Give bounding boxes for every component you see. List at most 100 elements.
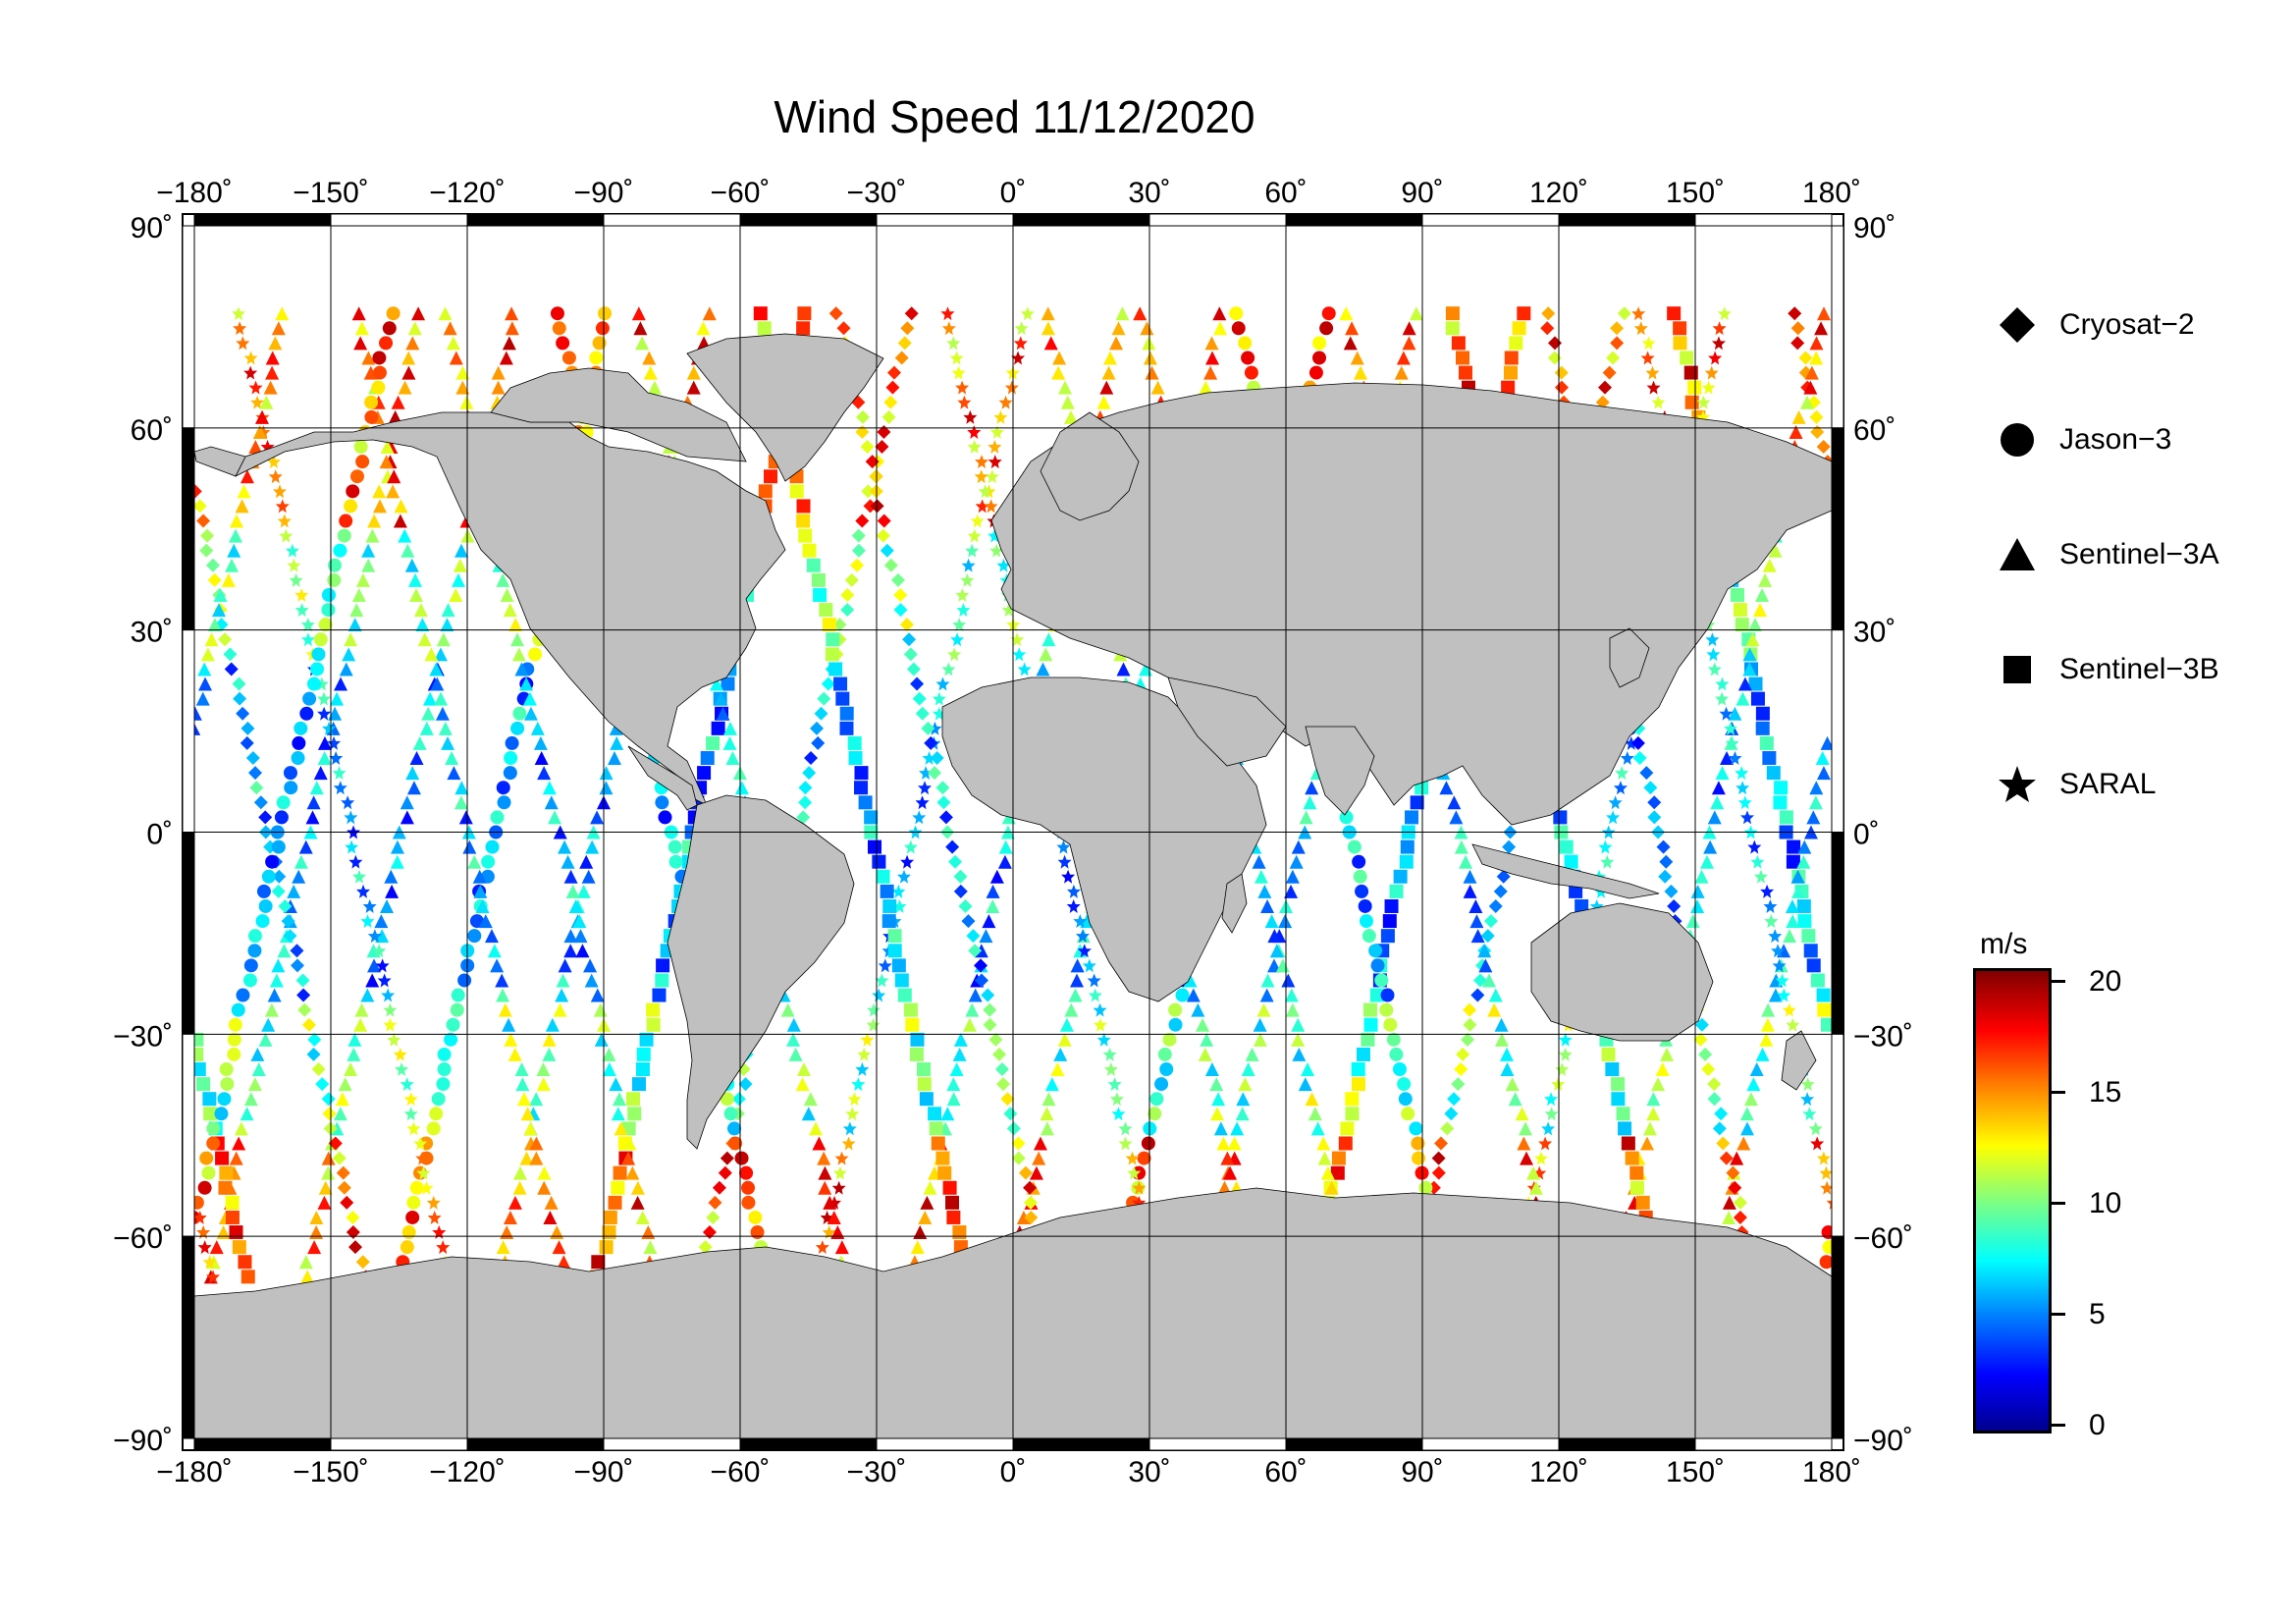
track-point [1340,1121,1355,1136]
track-point [811,735,826,750]
track-point [647,380,662,395]
track-point [1615,766,1629,781]
track-point [1690,898,1705,913]
track-point [1799,395,1814,409]
track-point [544,795,559,810]
track-point [1803,944,1818,958]
track-point [1451,336,1466,351]
track-point [1157,1047,1172,1061]
track-point [963,409,978,424]
track-point [1737,676,1752,691]
track-point [1786,854,1800,869]
y-tick-label-right: −30˚ [1853,1020,1913,1053]
track-point [1517,1136,1531,1151]
track-point [955,380,970,395]
track-point [1809,351,1824,365]
track-point [903,839,918,854]
track-point [1238,1077,1253,1092]
track-point [264,1002,279,1017]
track-point [383,1002,398,1017]
track-point [1701,1062,1716,1077]
track-point [1747,618,1762,632]
track-point [206,1121,221,1136]
track-point [998,839,1013,854]
track-point [1696,409,1711,424]
track-point [520,1107,535,1121]
track-point [1401,1107,1415,1121]
track-point [1694,1017,1709,1032]
track-point [714,691,728,706]
y-tick-label-left: 0˚ [146,819,173,851]
track-point [1472,973,1487,988]
track-point [1235,1107,1250,1121]
track-point [337,528,351,543]
track-point [495,973,509,988]
track-point [1132,1180,1147,1195]
track-point [1493,884,1508,898]
track-point [496,988,510,1002]
track-point [1087,973,1101,988]
track-point [917,1062,932,1077]
track-point [839,706,854,721]
track-point [1355,884,1369,898]
track-point [1774,781,1789,795]
track-point [1331,1151,1346,1165]
track-point [1737,795,1752,810]
track-point [1059,1017,1074,1032]
track-point [1608,795,1623,810]
track-point [988,528,1002,543]
track-point [1496,869,1511,884]
track-point [998,395,1013,409]
track-point [311,1062,326,1077]
track-point [248,380,263,395]
track-point [372,484,387,499]
track-point [953,869,968,884]
track-point [307,1240,322,1255]
track-point [700,751,715,766]
track-point [390,854,404,869]
track-point [847,1092,862,1107]
track-point [1191,1002,1205,1017]
track-point [1553,810,1568,825]
track-point [1118,1121,1133,1136]
track-point [885,380,900,395]
track-point [245,751,260,766]
track-point [622,1136,637,1151]
x-tick-label-top: 120˚ [1529,177,1588,209]
track-point [1359,914,1373,929]
track-point [983,1002,997,1017]
track-point [1393,869,1408,884]
track-point [1739,1107,1754,1121]
track-point [928,1107,942,1121]
track-point [1256,1002,1271,1017]
track-point [220,1077,235,1092]
track-point [940,1107,955,1121]
axis-tick-labels: −180˚ −180˚ −150˚ −150˚ −120˚ −120˚ −90˚ −90˚ −6… [113,177,1913,1488]
track-point [858,795,873,810]
track-point [249,781,264,795]
track-point [1444,1107,1459,1121]
track-point [248,440,263,455]
track-point [1544,1092,1559,1107]
track-point [1478,958,1493,973]
track-point [1321,306,1336,321]
track-point [265,854,280,869]
track-point [317,1195,332,1210]
track-point [1223,1165,1238,1180]
track-point [897,988,912,1002]
track-point [1589,898,1604,913]
track-point [1362,929,1376,944]
track-point [1260,973,1275,988]
track-point [542,1047,557,1061]
track-point [1547,336,1562,351]
track-point [426,1121,441,1136]
track-point [333,543,347,558]
track-point [1064,409,1079,424]
track-point [1041,321,1055,336]
track-point [952,1225,967,1240]
track-point [633,321,648,336]
frame-segment-top [739,213,878,227]
track-point [528,647,543,662]
track-point [1715,676,1730,691]
x-tick-label-bottom: −60˚ [711,1456,771,1488]
